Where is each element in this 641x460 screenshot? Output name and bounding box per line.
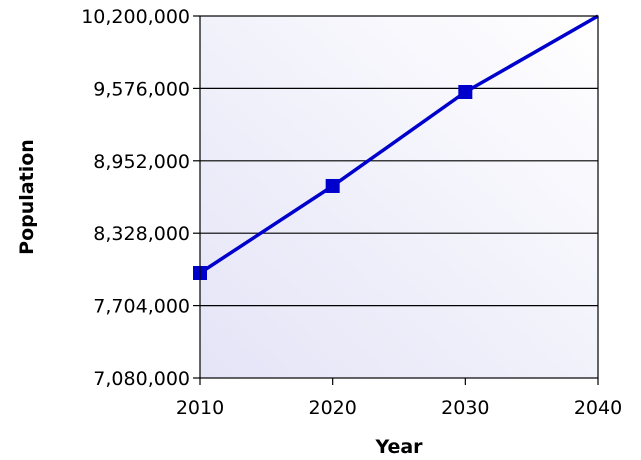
gridlines: [200, 87, 598, 307]
x-axis-title: Year: [374, 436, 423, 458]
y-tick-label-2: 8,328,000: [93, 223, 190, 245]
data-point-2030: [458, 84, 473, 99]
y-tick-label-5: 10,200,000: [81, 6, 190, 28]
y-tick-label-4: 9,576,000: [93, 78, 190, 100]
x-tick-label-1: 2020: [308, 397, 356, 419]
y-axis-title: Population: [16, 139, 38, 255]
plot-background: [200, 16, 598, 378]
plot-frame: [199, 15, 599, 379]
series-line-0: [199, 14, 599, 275]
y-tick-labels: 7,080,000 7,704,000 8,328,000 8,952,000 9,57…: [81, 6, 190, 390]
x-tick-label-0: 2010: [176, 397, 224, 419]
y-tick-label-0: 7,080,000: [93, 368, 190, 390]
y-tick-label-1: 7,704,000: [93, 296, 190, 318]
data-point-2020: [325, 178, 340, 193]
x-tick-label-3: 2040: [574, 397, 622, 419]
x-tick-labels: 2010 2020 2030 2040: [176, 397, 622, 419]
x-tick-label-2: 2030: [441, 397, 489, 419]
y-tick-label-3: 8,952,000: [93, 151, 190, 173]
axes: [193, 15, 599, 385]
